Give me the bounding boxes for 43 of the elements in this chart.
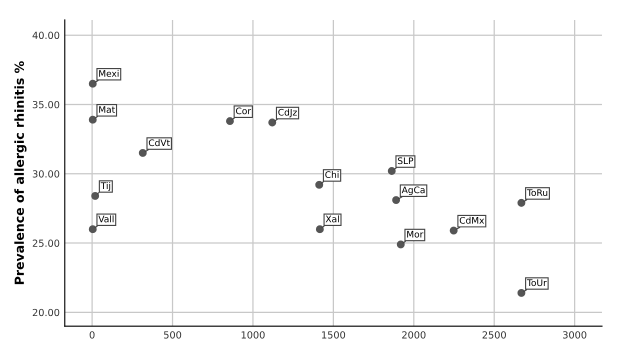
x-tick-label: 1500: [322, 331, 346, 339]
point: [91, 192, 100, 200]
annotation: AgCa: [402, 186, 425, 196]
annotation: Mat: [99, 106, 115, 113]
point: [88, 225, 97, 234]
annotation: Chi: [325, 171, 338, 178]
annotation: CdVt: [148, 139, 170, 146]
point: [517, 198, 526, 207]
annotation: Mexi: [99, 70, 118, 77]
x-tick-label: 0: [90, 331, 95, 339]
annotation: Xal: [326, 215, 339, 222]
y-axis-title: Prevalence of allergic rhinitis %: [14, 61, 27, 284]
annotation: SLP: [398, 157, 414, 164]
x-tick-label: 1000: [242, 331, 265, 339]
annotation: Mor: [407, 230, 424, 238]
point: [268, 118, 276, 126]
x-tick-label: 3000: [563, 331, 586, 339]
point: [138, 149, 147, 157]
annotation: ToRu: [526, 189, 548, 196]
annotation: Cor: [236, 107, 252, 114]
annotation: Tij: [100, 182, 110, 191]
point: [88, 80, 97, 88]
point: [396, 240, 405, 248]
annotation: CdMx: [460, 216, 484, 224]
point: [316, 225, 324, 234]
point: [392, 196, 400, 204]
point: [450, 226, 458, 235]
annotation: Vall: [98, 215, 114, 222]
y-tick-label: 20.00: [32, 308, 60, 316]
y-tick-label: 25.00: [32, 240, 60, 247]
point: [388, 167, 396, 175]
point: [88, 116, 97, 124]
y-tick-label: 40.00: [32, 32, 60, 40]
x-tick-label: 500: [164, 331, 182, 339]
y-tick-label: 30.00: [32, 170, 60, 178]
point: [226, 117, 234, 126]
annotation: CdJz: [278, 108, 297, 118]
x-tick-label: 2500: [482, 331, 506, 339]
annotation: ToUr: [526, 279, 547, 286]
point: [315, 180, 324, 189]
x-tick-label: 2000: [402, 331, 426, 339]
point: [517, 288, 526, 297]
y-tick-label: 35.00: [32, 100, 60, 108]
